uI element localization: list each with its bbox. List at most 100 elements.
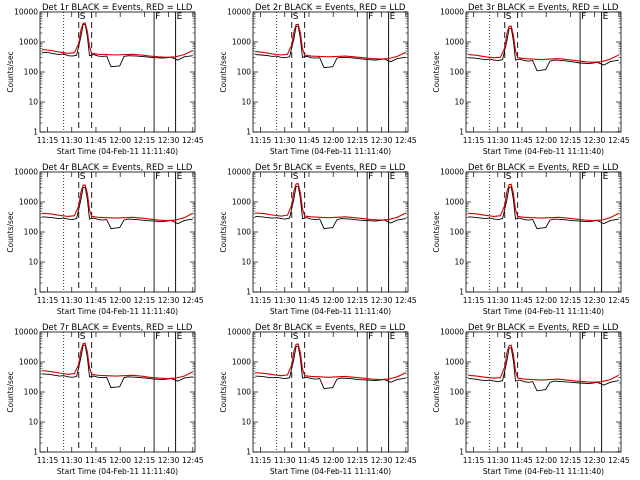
y-tick-label: 10000 <box>14 328 38 337</box>
x-tick-label: 12:15 <box>347 456 369 465</box>
x-axis-label: Start Time (04-Feb-11 11:11:40) <box>483 307 604 316</box>
x-tick-label: 11:45 <box>298 456 320 465</box>
lld-series-line <box>42 342 194 380</box>
x-tick-label: 11:30 <box>61 456 83 465</box>
interval-flag: E <box>390 332 396 342</box>
y-tick-label: 100 <box>24 68 39 77</box>
x-tick-label: 11:15 <box>250 136 272 145</box>
y-axis-label: Counts/sec <box>6 211 15 252</box>
y-axis-label: Counts/sec <box>432 51 441 92</box>
chart-svg: Det 6r BLACK = Events, RED = LLD Counts/s… <box>432 163 630 316</box>
x-tick-label: 12:15 <box>347 136 369 145</box>
y-tick-label: 1000 <box>445 198 464 207</box>
interval-flag: E <box>390 172 396 182</box>
interval-flag: S <box>293 332 299 342</box>
chart-title: Det 2r BLACK = Events, RED = LLD <box>255 3 406 13</box>
events-series-line <box>42 23 193 68</box>
chart-title: Det 8r BLACK = Events, RED = LLD <box>255 323 406 333</box>
chart-panel-7: Det 7r BLACK = Events, RED = LLD Counts/s… <box>0 320 213 480</box>
interval-flag: S <box>506 172 512 182</box>
chart-panel-8: Det 8r BLACK = Events, RED = LLD Counts/s… <box>213 320 426 480</box>
x-axis-label: Start Time (04-Feb-11 11:11:40) <box>270 147 391 156</box>
y-tick-label: 10000 <box>440 8 464 17</box>
interval-flag: S <box>293 172 299 182</box>
y-tick-label: 100 <box>450 68 465 77</box>
y-tick-label: 1000 <box>232 38 251 47</box>
y-tick-label: 1 <box>33 128 38 137</box>
interval-flag: F <box>368 12 373 22</box>
chart-title: Det 6r BLACK = Events, RED = LLD <box>468 163 619 173</box>
chart-svg: Det 7r BLACK = Events, RED = LLD Counts/s… <box>6 323 204 476</box>
y-tick-label: 100 <box>24 228 39 237</box>
x-tick-label: 11:30 <box>61 136 83 145</box>
lld-series-line <box>468 183 620 222</box>
interval-flag: E <box>603 172 609 182</box>
y-tick-label: 10 <box>28 98 38 107</box>
x-tick-label: 11:30 <box>487 456 509 465</box>
x-tick-label: 12:00 <box>322 456 344 465</box>
chart-svg: Det 2r BLACK = Events, RED = LLD Counts/s… <box>219 3 417 156</box>
events-series-line <box>468 27 619 72</box>
plot-frame <box>39 11 196 133</box>
x-tick-label: 12:45 <box>608 456 630 465</box>
plot-frame <box>39 171 196 293</box>
x-tick-label: 12:00 <box>109 296 131 305</box>
chart-panel-4: Det 4r BLACK = Events, RED = LLD Counts/s… <box>0 160 213 320</box>
lld-series-line <box>42 22 194 58</box>
x-tick-label: 11:15 <box>463 136 485 145</box>
y-tick-label: 10000 <box>440 168 464 177</box>
y-tick-label: 1 <box>246 448 251 457</box>
x-tick-label: 12:45 <box>395 136 417 145</box>
x-tick-label: 11:45 <box>85 296 107 305</box>
interval-flag: F <box>581 172 586 182</box>
y-tick-label: 10 <box>454 418 464 427</box>
interval-flag: E <box>603 12 609 22</box>
x-tick-label: 12:30 <box>158 296 180 305</box>
y-tick-label: 1 <box>33 448 38 457</box>
x-tick-label: 12:45 <box>395 456 417 465</box>
y-tick-label: 10 <box>241 418 251 427</box>
chart-title: Det 9r BLACK = Events, RED = LLD <box>468 323 619 333</box>
chart-panel-9: Det 9r BLACK = Events, RED = LLD Counts/s… <box>426 320 639 480</box>
interval-flag: S <box>506 332 512 342</box>
events-series-line <box>468 347 619 392</box>
x-tick-label: 12:15 <box>560 296 582 305</box>
interval-flag: F <box>155 172 160 182</box>
chart-svg: Det 9r BLACK = Events, RED = LLD Counts/s… <box>432 323 630 476</box>
x-axis-label: Start Time (04-Feb-11 11:11:40) <box>483 147 604 156</box>
x-tick-label: 11:30 <box>487 136 509 145</box>
interval-flag: S <box>80 172 86 182</box>
y-tick-label: 10 <box>241 258 251 267</box>
x-tick-label: 12:30 <box>158 456 180 465</box>
y-axis-label: Counts/sec <box>6 371 15 412</box>
plot-frame <box>465 11 622 133</box>
x-tick-label: 12:15 <box>134 296 156 305</box>
y-tick-label: 10000 <box>14 8 38 17</box>
x-axis-label: Start Time (04-Feb-11 11:11:40) <box>57 307 178 316</box>
y-tick-label: 1 <box>459 128 464 137</box>
y-tick-label: 1 <box>459 288 464 297</box>
interval-flag: F <box>581 332 586 342</box>
y-axis-label: Counts/sec <box>6 51 15 92</box>
y-tick-label: 100 <box>237 388 252 397</box>
y-tick-label: 10 <box>28 418 38 427</box>
x-tick-label: 12:15 <box>560 456 582 465</box>
x-tick-label: 11:30 <box>274 136 296 145</box>
y-tick-label: 1000 <box>232 198 251 207</box>
x-tick-label: 11:45 <box>298 136 320 145</box>
x-tick-label: 12:45 <box>182 136 204 145</box>
chart-svg: Det 1r BLACK = Events, RED = LLD Counts/s… <box>6 3 204 156</box>
interval-flag: E <box>603 332 609 342</box>
chart-title: Det 1r BLACK = Events, RED = LLD <box>42 3 193 13</box>
x-tick-label: 12:45 <box>182 296 204 305</box>
x-tick-label: 11:45 <box>511 296 533 305</box>
x-tick-label: 11:45 <box>298 296 320 305</box>
x-tick-label: 12:15 <box>134 456 156 465</box>
y-axis-label: Counts/sec <box>432 211 441 252</box>
x-tick-label: 12:45 <box>182 456 204 465</box>
x-tick-label: 11:30 <box>274 296 296 305</box>
chart-title: Det 5r BLACK = Events, RED = LLD <box>255 163 406 173</box>
x-tick-label: 11:45 <box>85 136 107 145</box>
x-tick-label: 12:30 <box>584 296 606 305</box>
lld-series-line <box>468 344 620 383</box>
